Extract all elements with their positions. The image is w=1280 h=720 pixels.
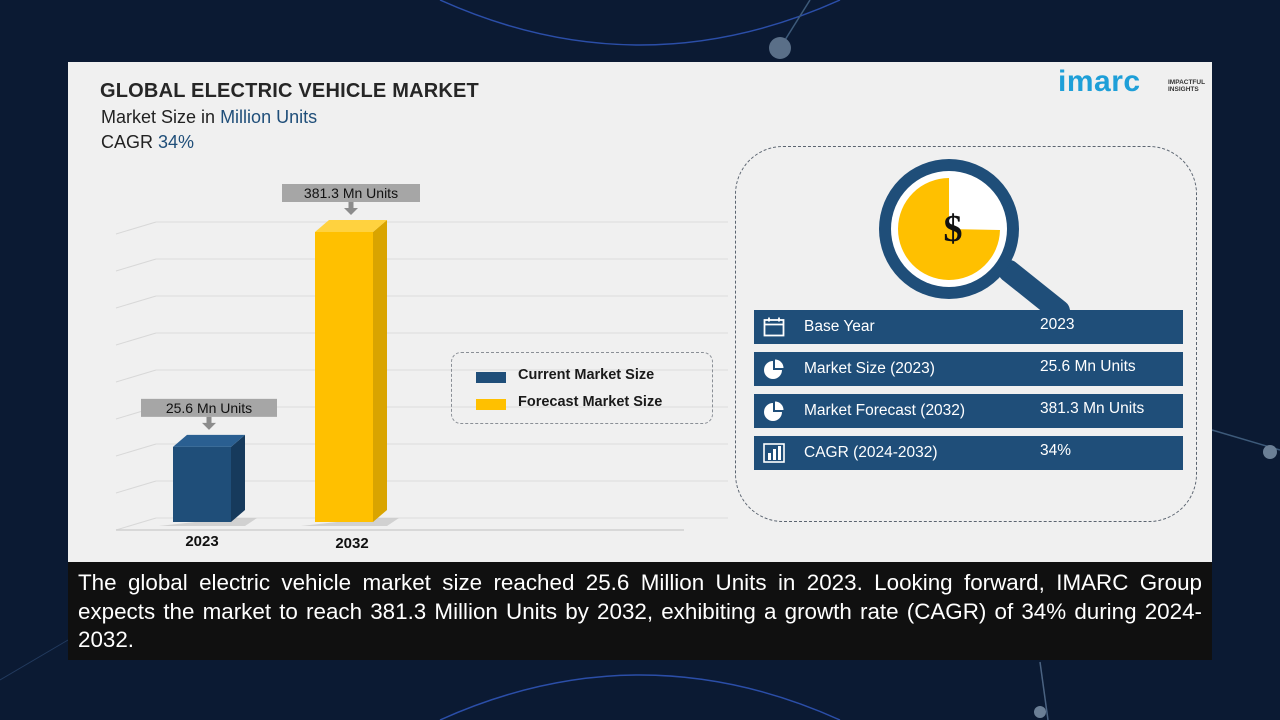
- cagr-prefix: CAGR: [101, 132, 154, 152]
- pie-chart-icon: [764, 359, 784, 379]
- info-row-base-year: Base Year 2023: [754, 310, 1183, 344]
- market-size-subtitle: Market Size in Million Units: [101, 107, 317, 128]
- bar-2032: [315, 232, 373, 522]
- gridline-side: [115, 258, 157, 272]
- key-stats-box: $ Base Year 2023 Market Size (2023) 25.6…: [735, 146, 1197, 522]
- chart-legend: Current Market Size Forecast Market Size: [451, 352, 713, 424]
- gridline-side: [115, 332, 157, 346]
- data-label: 25.6 Mn Units: [166, 400, 252, 416]
- bar-side-2023: [231, 434, 245, 522]
- x-tick-label: 2023: [185, 533, 218, 550]
- data-label-box: [141, 398, 277, 417]
- gridline-side: [115, 221, 157, 235]
- legend-swatch-forecast: [476, 399, 506, 410]
- infographic-panel: GLOBAL ELECTRIC VEHICLE MARKET Market Si…: [68, 62, 1212, 562]
- gridline-side: [115, 517, 157, 531]
- gridline-side: [115, 443, 157, 457]
- logo-wordmark: imarc: [1058, 65, 1141, 98]
- market-size-unit: Million Units: [220, 107, 318, 127]
- info-label: Base Year: [804, 318, 875, 335]
- info-row-market-forecast: Market Forecast (2032) 381.3 Mn Units: [754, 394, 1183, 428]
- bar-top-2023: [173, 434, 245, 447]
- bar-2023: [173, 446, 231, 522]
- caption-text: The global electric vehicle market size …: [78, 570, 1202, 652]
- cagr-subtitle: CAGR 34%: [101, 132, 194, 153]
- data-label-arrow: [202, 422, 216, 430]
- summary-caption: The global electric vehicle market size …: [68, 562, 1212, 660]
- data-label-box: [282, 184, 420, 202]
- info-value: 381.3 Mn Units: [1040, 400, 1145, 417]
- info-row-market-size: Market Size (2023) 25.6 Mn Units: [754, 352, 1183, 386]
- bar-top-2032: [315, 220, 387, 232]
- imarc-logo: imarc IMPACTFUL INSIGHTS: [1058, 65, 1208, 101]
- bar-side-2032: [373, 220, 387, 522]
- legend-swatch-current: [476, 372, 506, 383]
- info-value: 34%: [1040, 442, 1072, 459]
- logo-tagline: IMPACTFUL INSIGHTS: [1168, 79, 1205, 93]
- legend-label-forecast: Forecast Market Size: [518, 394, 663, 410]
- info-label: Market Forecast (2032): [804, 402, 966, 419]
- data-label-arrow: [344, 208, 358, 215]
- gridline-side: [115, 295, 157, 309]
- x-tick-label: 2032: [335, 535, 368, 552]
- bar-chart-icon: [763, 443, 785, 463]
- data-label: 381.3 Mn Units: [304, 185, 398, 201]
- pie-chart-icon: [764, 401, 784, 421]
- magnifier-dollar-icon: $: [879, 159, 1070, 322]
- calendar-icon: [763, 317, 785, 337]
- info-row-cagr: CAGR (2024-2032) 34%: [754, 436, 1183, 470]
- bar-chart: 25.6 Mn Units 2023 381.3 Mn Units 2032: [115, 184, 728, 552]
- cagr-value: 34%: [158, 132, 195, 152]
- svg-text:$: $: [944, 208, 963, 250]
- info-value: 2023: [1040, 316, 1075, 333]
- page-title: GLOBAL ELECTRIC VEHICLE MARKET: [100, 80, 479, 102]
- market-size-prefix: Market Size in: [101, 107, 216, 127]
- info-label: CAGR (2024-2032): [804, 444, 938, 461]
- info-label: Market Size (2023): [804, 360, 935, 377]
- legend-label-current: Current Market Size: [518, 367, 655, 383]
- info-value: 25.6 Mn Units: [1040, 358, 1136, 375]
- gridline-side: [115, 480, 157, 494]
- gridline-side: [115, 369, 157, 383]
